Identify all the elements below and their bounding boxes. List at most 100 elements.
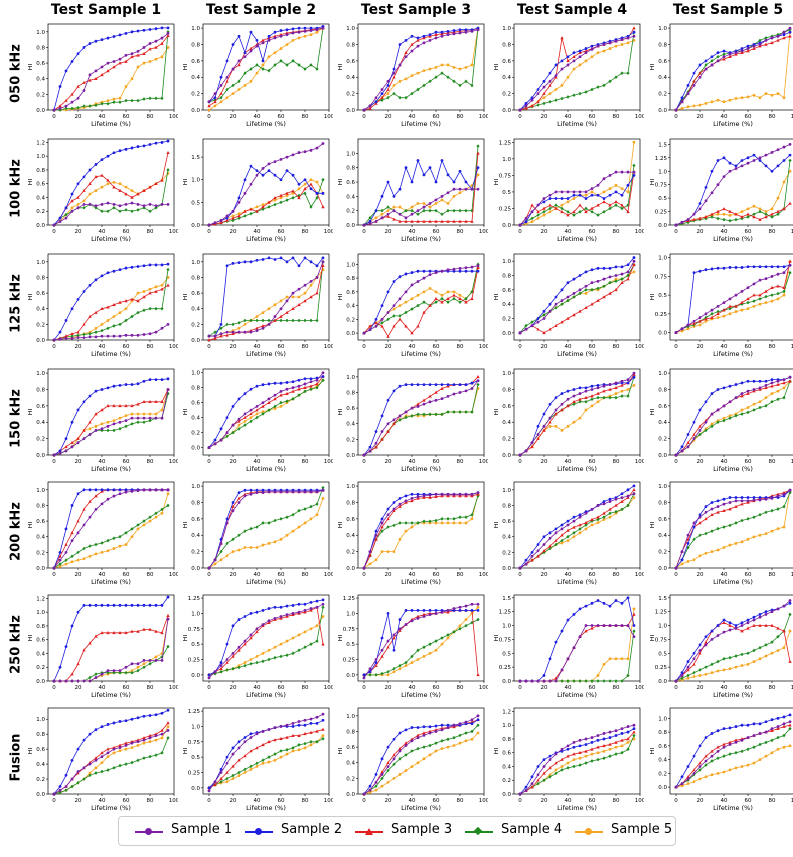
data-point-sample-1 xyxy=(207,446,211,449)
data-point-sample-1 xyxy=(584,624,588,627)
data-point-sample-2 xyxy=(285,381,289,384)
data-point-sample-3 xyxy=(273,738,277,742)
data-point-sample-5 xyxy=(154,57,158,61)
series-line-sample-5 xyxy=(519,40,635,111)
data-point-sample-2 xyxy=(118,149,122,153)
data-point-sample-1 xyxy=(309,148,313,152)
data-point-sample-4 xyxy=(578,91,582,96)
plot-frame xyxy=(202,138,330,226)
data-point-sample-2 xyxy=(404,383,408,387)
x-tick-label: 80 xyxy=(769,798,776,804)
data-point-sample-4 xyxy=(82,546,86,551)
data-point-sample-3 xyxy=(160,41,164,45)
data-point-sample-1 xyxy=(728,501,732,504)
data-point-sample-4 xyxy=(560,206,564,211)
x-tick-label: 60 xyxy=(589,114,596,120)
data-point-sample-1 xyxy=(106,497,110,501)
series-line-sample-2 xyxy=(520,597,635,682)
data-point-sample-5 xyxy=(620,744,624,748)
data-point-sample-1 xyxy=(398,502,402,506)
data-point-sample-5 xyxy=(782,646,786,650)
data-point-sample-3 xyxy=(70,440,74,445)
data-point-sample-3 xyxy=(698,319,702,323)
data-point-sample-3 xyxy=(237,419,241,423)
plot-frame xyxy=(202,594,330,682)
data-point-sample-4 xyxy=(446,75,450,80)
data-point-sample-1 xyxy=(261,41,265,45)
x-tick-label: 80 xyxy=(613,344,620,350)
data-point-sample-5 xyxy=(243,84,247,87)
data-point-sample-3 xyxy=(82,322,86,326)
data-point-sample-5 xyxy=(237,326,241,330)
data-point-sample-1 xyxy=(148,658,152,662)
data-point-sample-1 xyxy=(58,337,62,341)
y-tick-label: 1.0 xyxy=(346,484,355,490)
data-point-sample-1 xyxy=(58,788,62,792)
y-tick-label: 1.0 xyxy=(191,26,200,32)
data-point-sample-1 xyxy=(148,42,152,45)
data-point-sample-2 xyxy=(446,383,450,387)
data-point-sample-1 xyxy=(416,616,420,620)
data-point-sample-4 xyxy=(267,408,271,412)
data-point-sample-4 xyxy=(596,679,600,683)
data-point-sample-1 xyxy=(620,170,624,174)
data-point-sample-3 xyxy=(273,34,277,38)
data-point-sample-2 xyxy=(422,173,426,177)
data-point-sample-2 xyxy=(716,51,720,55)
data-point-sample-5 xyxy=(740,765,744,768)
data-point-sample-2 xyxy=(148,603,152,607)
data-point-sample-5 xyxy=(82,199,86,203)
data-point-sample-5 xyxy=(728,312,732,316)
data-point-sample-5 xyxy=(243,661,247,664)
data-point-sample-5 xyxy=(560,541,564,545)
data-point-sample-5 xyxy=(722,770,726,774)
data-point-sample-5 xyxy=(740,210,744,213)
data-point-sample-2 xyxy=(620,265,624,269)
data-point-sample-3 xyxy=(710,512,714,517)
data-point-sample-3 xyxy=(243,754,247,758)
data-point-sample-2 xyxy=(398,618,402,621)
data-point-sample-2 xyxy=(728,266,732,269)
series-line-sample-2 xyxy=(53,263,169,341)
data-point-sample-2 xyxy=(380,636,384,640)
data-point-sample-5 xyxy=(458,293,462,297)
data-point-sample-3 xyxy=(590,626,594,630)
data-point-sample-3 xyxy=(590,394,594,398)
x-tick-label: 0 xyxy=(674,344,678,350)
data-point-sample-5 xyxy=(614,745,618,749)
data-point-sample-1 xyxy=(746,499,750,503)
x-tick-label: 0 xyxy=(207,229,211,235)
x-tick-label: 100 xyxy=(479,798,488,804)
data-point-sample-5 xyxy=(632,496,636,500)
data-point-sample-5 xyxy=(740,96,744,100)
data-point-sample-4 xyxy=(602,209,606,214)
data-point-sample-4 xyxy=(249,211,253,216)
data-point-sample-1 xyxy=(782,30,786,34)
data-point-sample-1 xyxy=(243,740,247,744)
data-point-sample-2 xyxy=(788,713,792,717)
data-point-sample-2 xyxy=(219,427,223,431)
x-tick-label: 100 xyxy=(479,685,488,691)
data-point-sample-1 xyxy=(321,142,325,145)
data-point-sample-4 xyxy=(398,663,402,668)
data-point-sample-3 xyxy=(267,400,271,404)
data-point-sample-5 xyxy=(297,525,301,529)
data-point-sample-4 xyxy=(722,754,726,758)
data-point-sample-3 xyxy=(548,544,552,548)
data-point-sample-5 xyxy=(154,412,158,416)
data-point-sample-5 xyxy=(309,627,313,631)
data-point-sample-1 xyxy=(70,777,74,781)
data-point-sample-5 xyxy=(279,47,283,50)
data-point-sample-5 xyxy=(428,67,432,71)
data-point-sample-2 xyxy=(578,513,582,517)
data-point-sample-1 xyxy=(225,431,229,434)
data-point-sample-2 xyxy=(213,438,217,442)
plot-frame xyxy=(669,481,793,569)
y-tick-label: 0.0 xyxy=(502,453,511,459)
data-point-sample-2 xyxy=(704,268,708,272)
data-point-sample-3 xyxy=(734,212,738,216)
data-point-sample-4 xyxy=(752,408,756,412)
data-point-sample-1 xyxy=(770,496,774,500)
data-point-sample-4 xyxy=(608,754,612,758)
